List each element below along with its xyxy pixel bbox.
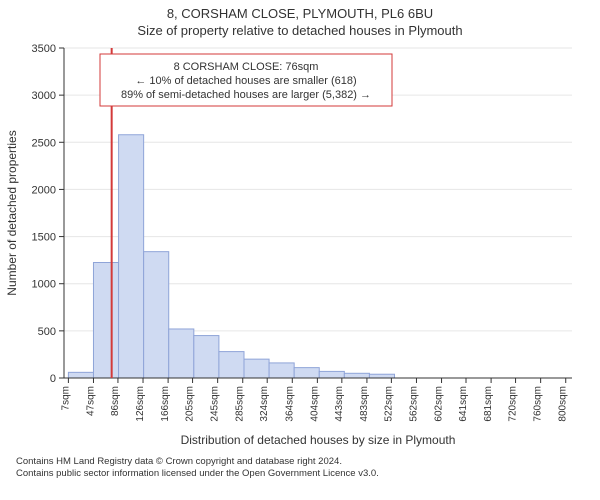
x-tick-label: 324sqm: [259, 386, 270, 422]
x-tick-label: 562sqm: [408, 386, 419, 422]
x-tick-label: 166sqm: [160, 386, 171, 422]
y-tick-label: 1000: [32, 278, 56, 290]
x-tick-label: 800sqm: [558, 386, 569, 422]
y-tick-label: 1500: [32, 231, 56, 243]
callout-line: 8 CORSHAM CLOSE: 76sqm: [174, 61, 319, 73]
histogram-bar: [144, 251, 169, 377]
histogram-bar: [269, 363, 294, 378]
y-tick-label: 0: [50, 373, 56, 385]
attribution-footer: Contains HM Land Registry data © Crown c…: [0, 452, 600, 486]
histogram-bar: [319, 371, 344, 378]
histogram-bar: [68, 372, 93, 378]
histogram-bar: [369, 374, 394, 378]
y-tick-label: 3500: [32, 43, 56, 55]
x-tick-label: 47sqm: [85, 386, 96, 416]
x-tick-label: 86sqm: [110, 386, 121, 416]
footer-line-2: Contains public sector information licen…: [16, 468, 590, 480]
x-tick-label: 720sqm: [508, 386, 519, 422]
callout-line: 89% of semi-detached houses are larger (…: [121, 89, 371, 101]
histogram-bar: [169, 329, 194, 378]
y-tick-label: 3000: [32, 90, 56, 102]
x-tick-label: 443sqm: [334, 386, 345, 422]
histogram-bar: [244, 359, 269, 378]
chart-svg: 0 500 1000 1500 2000 2500 3000 3500 7sqm 47sqm 86s…: [0, 40, 600, 452]
x-tick-label: 681sqm: [483, 386, 494, 422]
x-tick-label: 7sqm: [60, 386, 71, 410]
x-tick-label: 483sqm: [359, 386, 370, 422]
histogram-bar: [294, 367, 319, 377]
histogram-bar: [219, 351, 244, 377]
histogram-bar: [194, 335, 219, 377]
callout-line: ← 10% of detached houses are smaller (61…: [135, 75, 356, 87]
x-tick-label: 760sqm: [533, 386, 544, 422]
title-line-2: Size of property relative to detached ho…: [0, 23, 600, 40]
x-tick-label: 602sqm: [434, 386, 445, 422]
x-tick-label: 641sqm: [458, 386, 469, 422]
page-title: 8, CORSHAM CLOSE, PLYMOUTH, PL6 6BU Size…: [0, 0, 600, 40]
x-tick-label: 285sqm: [235, 386, 246, 422]
x-tick-label: 404sqm: [309, 386, 320, 422]
x-tick-label: 364sqm: [284, 386, 295, 422]
x-tick-label: 245sqm: [210, 386, 221, 422]
x-axis-label: Distribution of detached houses by size …: [181, 433, 456, 447]
histogram-bar: [344, 373, 369, 378]
histogram-bar: [119, 135, 144, 378]
y-tick-label: 2000: [32, 184, 56, 196]
histogram-bar: [93, 262, 118, 378]
y-tick-label: 2500: [32, 137, 56, 149]
y-axis-label: Number of detached properties: [5, 130, 19, 295]
y-tick-label: 500: [38, 326, 56, 338]
footer-line-1: Contains HM Land Registry data © Crown c…: [16, 456, 590, 468]
histogram-chart: 0 500 1000 1500 2000 2500 3000 3500 7sqm 47sqm 86s…: [0, 40, 600, 452]
x-tick-label: 522sqm: [383, 386, 394, 422]
title-line-1: 8, CORSHAM CLOSE, PLYMOUTH, PL6 6BU: [0, 6, 600, 23]
x-tick-label: 205sqm: [185, 386, 196, 422]
x-tick-label: 126sqm: [135, 386, 146, 422]
